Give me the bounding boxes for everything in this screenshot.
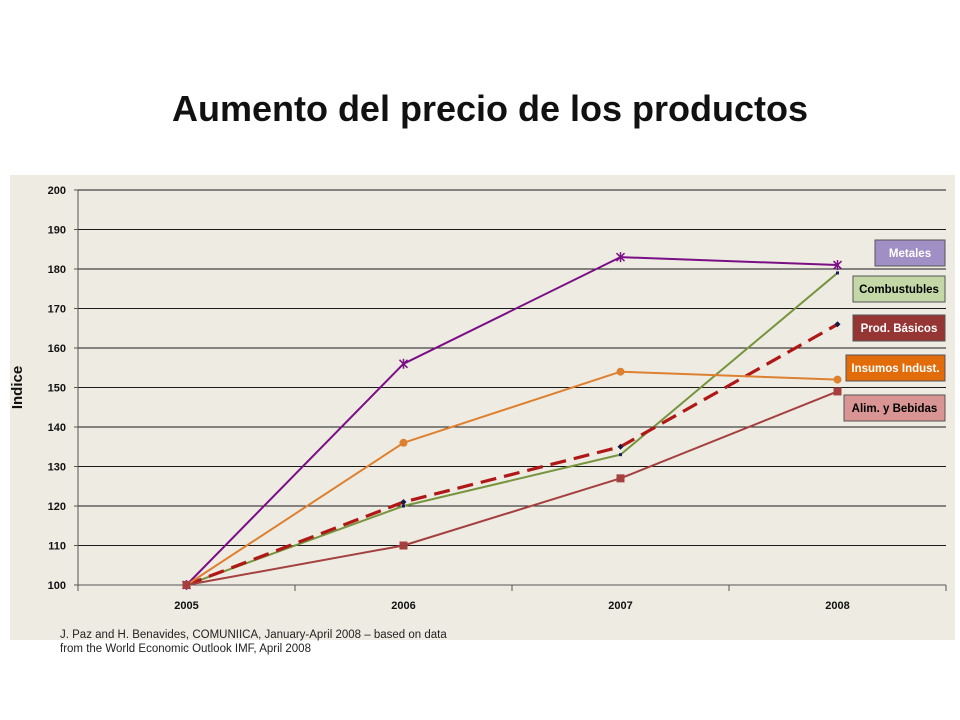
data-point xyxy=(400,499,407,506)
legend-item: Prod. Básicos xyxy=(852,314,946,342)
legend-label: Prod. Básicos xyxy=(861,323,938,335)
series-line xyxy=(185,256,838,586)
data-point xyxy=(398,358,409,369)
data-point xyxy=(616,474,625,483)
y-tick-label: 170 xyxy=(48,304,66,316)
page-title: Aumento del precio de los productos xyxy=(171,88,809,129)
data-point xyxy=(833,387,842,396)
y-tick-label: 100 xyxy=(48,580,66,592)
legend-box xyxy=(852,275,946,303)
data-point xyxy=(615,252,626,263)
data-point xyxy=(399,541,408,550)
legend-label: Insumos Indust. xyxy=(851,363,939,375)
y-tick-label: 160 xyxy=(48,343,66,355)
source-line-1: J. Paz and H. Benavides, COMUNIICA, Janu… xyxy=(60,629,447,641)
x-tick-label: 2006 xyxy=(391,600,415,612)
y-axis-label: Indice xyxy=(10,366,26,409)
source-line-2: from the World Economic Outlook IMF, Apr… xyxy=(60,643,311,655)
y-tick-label: 140 xyxy=(48,422,66,434)
data-point xyxy=(834,321,841,328)
data-point xyxy=(399,438,408,447)
legend-item: Combustubles xyxy=(852,275,946,303)
legend-item: Metales xyxy=(874,239,946,267)
data-point xyxy=(402,504,405,508)
series-line xyxy=(185,370,838,586)
legend-item: Alim. y Bebidas xyxy=(843,394,946,422)
legend-item: Insumos Indust. xyxy=(845,354,946,382)
data-point xyxy=(182,581,191,589)
x-tick-label: 2008 xyxy=(825,600,849,612)
y-tick-label: 120 xyxy=(48,501,66,513)
legend-box xyxy=(845,354,946,382)
legend-label: Metales xyxy=(889,248,931,260)
y-tick-label: 190 xyxy=(48,225,66,237)
data-point xyxy=(617,443,624,450)
legend-box xyxy=(843,394,946,422)
y-tick-label: 200 xyxy=(48,185,66,197)
legend-label: Combustubles xyxy=(859,284,939,296)
data-point xyxy=(832,260,843,271)
data-point xyxy=(833,375,842,384)
x-tick-label: 2005 xyxy=(174,600,198,612)
data-point xyxy=(836,271,839,275)
series-line xyxy=(186,272,839,586)
data-point xyxy=(619,453,622,457)
y-tick-label: 130 xyxy=(48,462,66,474)
legend-label: Alim. y Bebidas xyxy=(852,403,938,415)
series-line xyxy=(185,322,839,587)
series-line xyxy=(186,390,838,586)
legend-box xyxy=(852,314,946,342)
legend-box xyxy=(874,239,946,267)
chart-background xyxy=(10,175,955,640)
source-note: J. Paz and H. Benavides, COMUNIICA, Janu… xyxy=(60,628,447,656)
data-point xyxy=(616,367,625,376)
y-tick-label: 180 xyxy=(48,264,66,276)
chart: 100 110 120 130 140 150 160 170 180 190 200 2005 200… xyxy=(9,175,955,640)
line-chart: 100 110 120 130 140 150 160 170 180 190 200 2005 200… xyxy=(9,175,955,640)
y-tick-label: 150 xyxy=(48,383,66,395)
y-tick-label: 110 xyxy=(48,541,66,553)
x-tick-label: 2007 xyxy=(608,600,632,612)
